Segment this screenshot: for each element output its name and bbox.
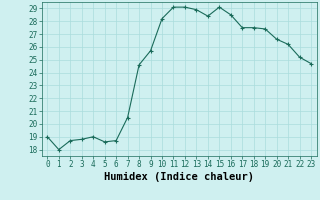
X-axis label: Humidex (Indice chaleur): Humidex (Indice chaleur) <box>104 172 254 182</box>
